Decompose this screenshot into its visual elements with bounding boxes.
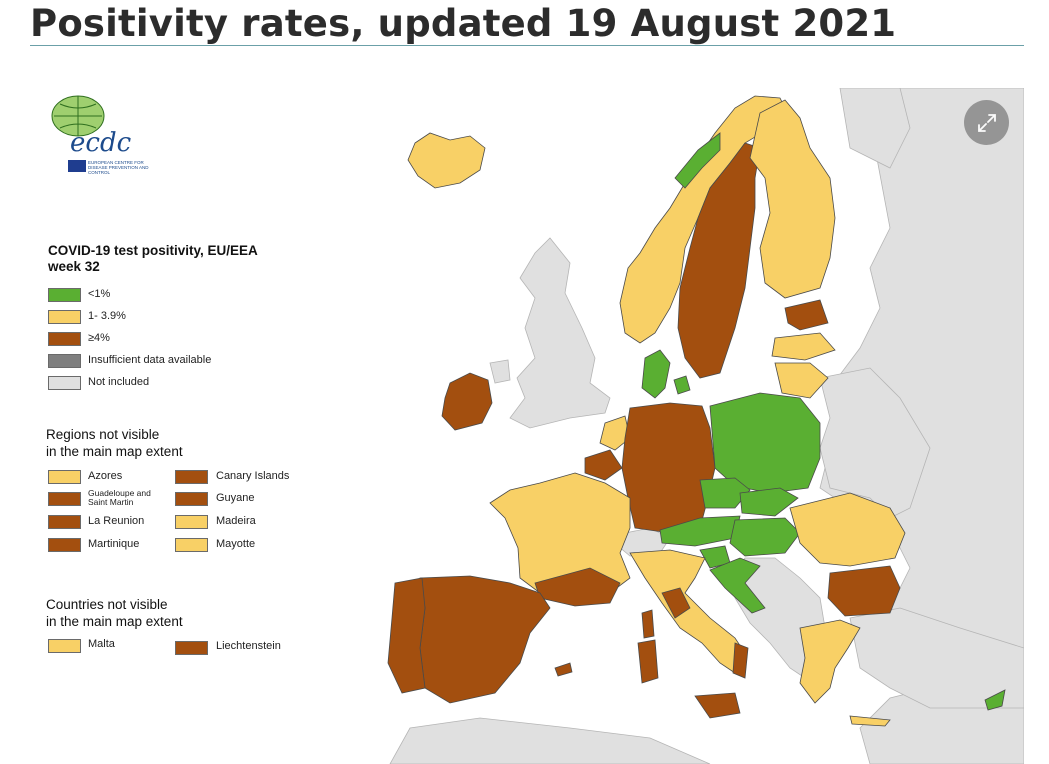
not-included-areas (389, 88, 1024, 764)
belgium (584, 449, 623, 481)
denmark (641, 349, 671, 399)
latvia (771, 332, 836, 361)
logo-wordmark: ecdc (70, 128, 132, 158)
turkey (849, 607, 1024, 709)
eu-flag-icon (68, 160, 86, 172)
north-africa (389, 717, 711, 764)
sweden (677, 142, 761, 379)
sicily (694, 692, 741, 719)
ecdc-logo: ecdc EUROPEAN CENTRE FOR DISEASE PREVENT… (48, 90, 168, 180)
greece (799, 619, 861, 704)
legend-swatch (175, 470, 208, 484)
balearics (554, 662, 573, 677)
romania (789, 492, 906, 567)
map-panel: ecdc EUROPEAN CENTRE FOR DISEASE PREVENT… (30, 88, 1024, 764)
corsica (641, 609, 655, 639)
finland (749, 99, 836, 299)
portugal (387, 577, 426, 694)
countries-heading: Countries not visible in the main map ex… (46, 597, 183, 629)
expand-arrows-icon (977, 113, 996, 132)
expand-map-button[interactable] (964, 100, 1009, 145)
hungary (729, 517, 801, 557)
iceland (407, 132, 486, 189)
globe-icon (51, 95, 105, 137)
legend-swatch (48, 332, 81, 346)
legend-swatch (48, 639, 81, 653)
legend-swatch (48, 288, 81, 302)
page-title: Positivity rates, updated 19 August 2021 (30, 2, 897, 45)
logo-subtitle: EUROPEAN CENTRE FOR DISEASE PREVENTION A… (88, 160, 149, 175)
germany (621, 402, 716, 534)
title-divider (30, 45, 1024, 46)
italy-brown-centre (661, 587, 691, 619)
ireland (441, 372, 493, 431)
lithuania (774, 362, 829, 399)
legend-title: COVID-19 test positivity, EU/EEA week 32 (48, 243, 258, 274)
denmark-zealand (673, 375, 691, 395)
slovakia (739, 487, 799, 517)
sardinia (637, 639, 659, 684)
spain (419, 575, 551, 704)
legend-swatch (48, 470, 81, 484)
legend-swatch (175, 641, 208, 655)
northern-ireland (489, 359, 511, 384)
netherlands (599, 415, 631, 451)
poland (709, 392, 821, 494)
legend-swatch (175, 515, 208, 529)
legend-swatch (48, 310, 81, 324)
bulgaria (827, 565, 901, 617)
cyprus (984, 689, 1006, 711)
europe-map (387, 88, 1024, 764)
estonia (784, 299, 829, 331)
legend-swatch (175, 538, 208, 552)
regions-heading: Regions not visible in the main map exte… (46, 427, 183, 459)
legend-swatch (48, 354, 81, 368)
legend-swatch (48, 492, 81, 506)
legend-swatch (175, 492, 208, 506)
legend-swatch (48, 376, 81, 390)
russia-north (839, 88, 911, 169)
great-britain (509, 237, 611, 429)
crete (849, 715, 891, 727)
croatia (709, 557, 766, 614)
legend-swatch (48, 515, 81, 529)
norway-green (674, 132, 721, 189)
italy-calabria (732, 642, 749, 679)
legend-swatch (48, 538, 81, 552)
